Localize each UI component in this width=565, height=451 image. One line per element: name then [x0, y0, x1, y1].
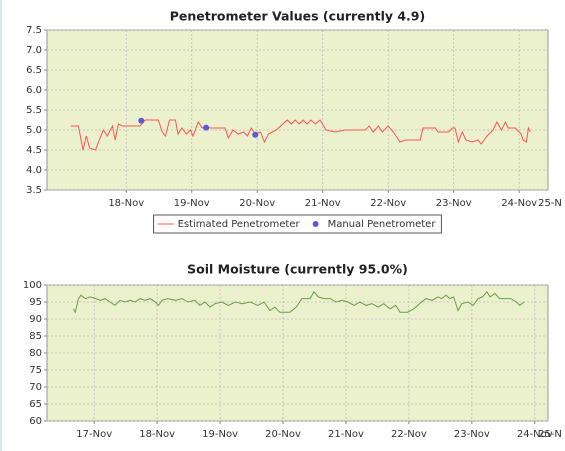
y-tick-label: 7.5	[26, 25, 42, 36]
y-tick-label: 85	[29, 331, 42, 342]
x-tick-label: 21-Nov	[328, 429, 364, 440]
data-point	[252, 131, 259, 138]
x-tick-label: 24-Nov	[517, 429, 553, 440]
y-tick-label: 100	[23, 280, 42, 291]
y-tick-label: 60	[29, 416, 42, 427]
y-tick-label: 6.5	[26, 65, 42, 76]
y-tick-label: 80	[29, 348, 42, 359]
data-point	[203, 124, 210, 131]
legend-symbol	[312, 221, 319, 227]
chart-title: Soil Moisture (currently 95.0%)	[187, 262, 408, 277]
x-tick-label: 22-Nov	[391, 429, 427, 440]
x-tick-label: 17-Nov	[76, 429, 112, 440]
y-tick-label: 7.0	[26, 45, 42, 56]
y-tick-label: 3.5	[26, 185, 42, 196]
x-tick-label: 22-Nov	[370, 198, 406, 209]
data-point	[138, 117, 145, 124]
x-tick-label: 21-Nov	[305, 198, 341, 209]
legend: Estimated Penetrometer Manual Penetromete…	[153, 214, 442, 234]
x-tick-label: 19-Nov	[202, 429, 238, 440]
y-tick-label: 95	[29, 297, 42, 308]
y-tick-label: 65	[29, 399, 42, 410]
y-tick-label: 90	[29, 314, 42, 325]
x-tick-label: 19-Nov	[174, 198, 210, 209]
legend-box	[153, 214, 442, 234]
x-tick-label: 18-Nov	[139, 429, 175, 440]
legend-label: Estimated Penetrometer	[178, 219, 301, 230]
y-tick-label: 70	[29, 382, 42, 393]
y-tick-label: 5.0	[26, 125, 42, 136]
x-tick-label: 20-Nov	[265, 429, 301, 440]
x-tick-label: 25-N	[538, 429, 562, 440]
y-tick-label: 6.0	[26, 85, 42, 96]
x-tick-label: 18-Nov	[108, 198, 144, 209]
x-tick-label: 25-N	[538, 198, 562, 209]
chart-title: Penetrometer Values (currently 4.9)	[170, 9, 425, 24]
y-tick-label: 5.5	[26, 105, 42, 116]
data-line	[72, 290, 525, 314]
y-tick-label: 75	[29, 365, 42, 376]
legend-label: Manual Penetrometer	[328, 219, 437, 230]
data-line	[70, 119, 531, 151]
x-tick-label: 20-Nov	[239, 198, 275, 209]
y-tick-label: 4.0	[26, 165, 42, 176]
x-tick-label: 24-Nov	[501, 198, 537, 209]
x-tick-label: 23-Nov	[454, 429, 490, 440]
x-tick-label: 23-Nov	[436, 198, 472, 209]
y-tick-label: 4.5	[26, 145, 42, 156]
